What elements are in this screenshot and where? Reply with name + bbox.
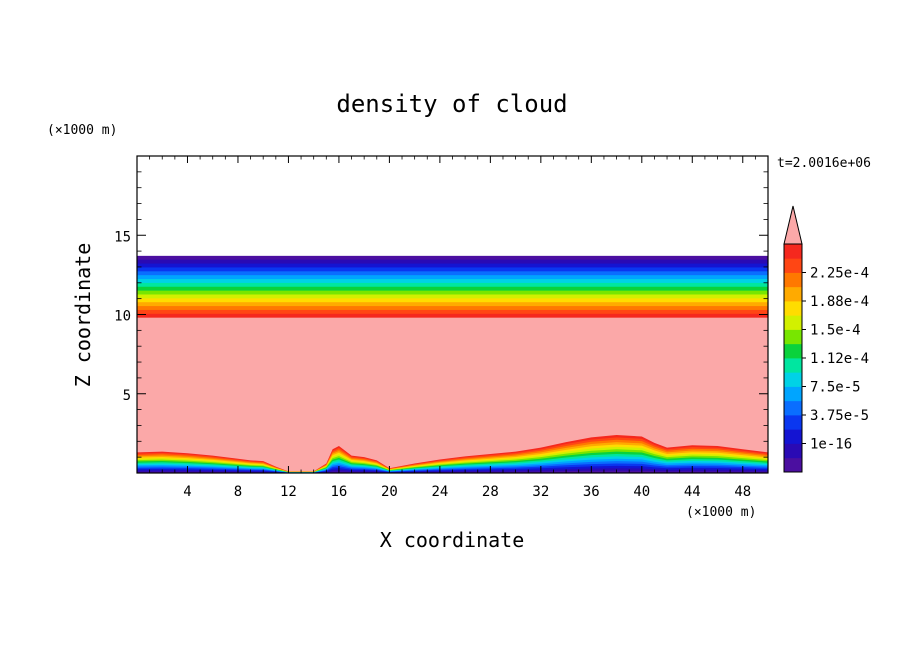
y-axis-label: Z coordinate bbox=[71, 243, 95, 388]
x-tick-label: 16 bbox=[330, 484, 347, 500]
colorbar-segment bbox=[784, 443, 802, 459]
colorbar-segment bbox=[784, 258, 802, 273]
colorbar-segment bbox=[784, 286, 802, 302]
colorbar-label: 7.5e-5 bbox=[810, 380, 861, 396]
colorbar-segment bbox=[784, 329, 802, 345]
colorbar-segment bbox=[784, 429, 802, 444]
upper-band-6 bbox=[137, 279, 768, 284]
colorbar-segment bbox=[784, 358, 802, 373]
upper-band-11 bbox=[137, 298, 768, 303]
time-label: t=2.0016e+06 bbox=[777, 156, 871, 171]
colorbar-label: 1.88e-4 bbox=[810, 294, 869, 310]
upper-band-1 bbox=[137, 259, 768, 265]
x-tick-label: 44 bbox=[684, 484, 701, 500]
colorbar-segment bbox=[784, 244, 802, 259]
upper-band-5 bbox=[137, 275, 768, 280]
upper-band-14 bbox=[137, 309, 768, 315]
colorbar-segment bbox=[784, 386, 802, 402]
x-tick-label: 40 bbox=[633, 484, 650, 500]
colorbar-label: 1.12e-4 bbox=[810, 351, 869, 367]
upper-band-13 bbox=[137, 306, 768, 311]
upper-band-10 bbox=[137, 294, 768, 299]
x-axis-label: X coordinate bbox=[380, 528, 525, 552]
x-tick-label: 24 bbox=[431, 484, 448, 500]
x-tick-label: 48 bbox=[734, 484, 751, 500]
colorbar-label: 1.5e-4 bbox=[810, 323, 861, 339]
y-unit-label: (×1000 m) bbox=[47, 123, 117, 138]
x-tick-label: 28 bbox=[482, 484, 499, 500]
colorbar: 2.25e-4 1.88e-4 1.5e-4 1.12e-4 7.5e-5 3.75e-5… bbox=[783, 205, 869, 473]
upper-band-3 bbox=[137, 267, 768, 272]
plot-area bbox=[137, 255, 768, 473]
upper-band-9 bbox=[137, 290, 768, 296]
colorbar-segment bbox=[784, 400, 802, 416]
chart-title: density of cloud bbox=[336, 90, 567, 118]
x-tick-label: 8 bbox=[234, 484, 242, 500]
upper-band-8 bbox=[137, 286, 768, 292]
upper-band-0 bbox=[137, 255, 768, 261]
colorbar-label: 1e-16 bbox=[810, 437, 852, 453]
upper-band-15 bbox=[137, 313, 768, 319]
x-tick-label: 4 bbox=[183, 484, 191, 500]
colorbar-segment bbox=[784, 315, 802, 330]
upper-band-2 bbox=[137, 263, 768, 269]
colorbar-segment bbox=[784, 301, 802, 316]
colorbar-segment bbox=[784, 372, 802, 387]
colorbar-label: 2.25e-4 bbox=[810, 266, 869, 282]
colorbar-segment bbox=[784, 272, 802, 288]
y-tick-label: 10 bbox=[114, 309, 131, 325]
colorbar-segment bbox=[784, 457, 802, 473]
y-tick-label: 5 bbox=[123, 388, 131, 404]
upper-band-12 bbox=[137, 302, 768, 307]
colorbar-segment bbox=[784, 415, 802, 430]
x-tick-label: 20 bbox=[381, 484, 398, 500]
colorbar-label: 3.75e-5 bbox=[810, 408, 869, 424]
colorbar-extend-arrow bbox=[783, 205, 803, 245]
upper-band-4 bbox=[137, 271, 768, 276]
x-unit-label: (×1000 m) bbox=[686, 505, 756, 520]
x-tick-label: 36 bbox=[583, 484, 600, 500]
colorbar-segment bbox=[784, 343, 802, 359]
upper-band-7 bbox=[137, 282, 768, 288]
y-tick-label: 15 bbox=[114, 229, 131, 245]
x-tick-label: 32 bbox=[532, 484, 549, 500]
x-tick-label: 12 bbox=[280, 484, 297, 500]
